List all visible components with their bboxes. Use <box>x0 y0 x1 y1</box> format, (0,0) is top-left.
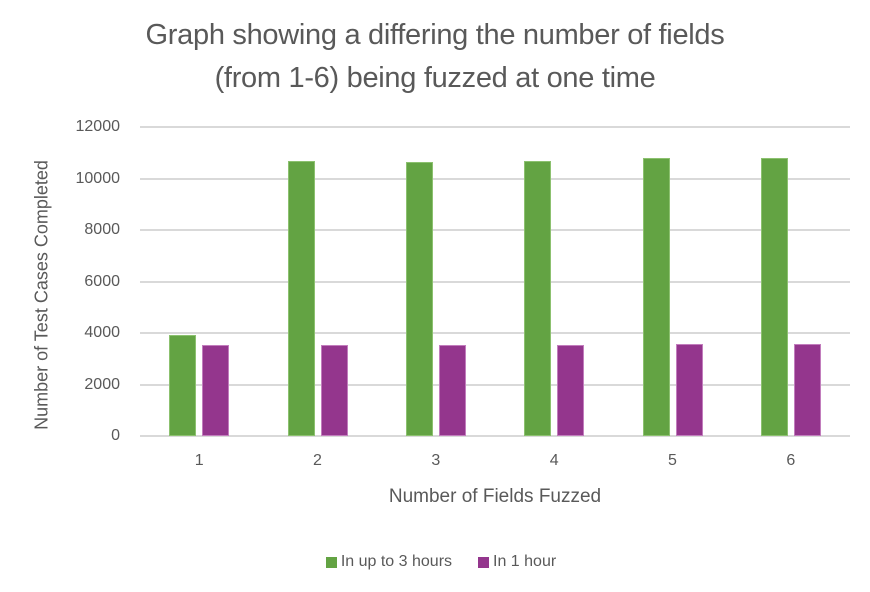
legend-swatch-icon <box>325 556 337 568</box>
x-tick-label: 3 <box>431 452 441 469</box>
bar-one-hour-6 <box>793 344 821 436</box>
bar-three-hours-4 <box>524 161 552 436</box>
bar-one-hour-4 <box>557 345 585 436</box>
y-tick-label: 2000 <box>84 375 120 393</box>
legend-label: In 1 hour <box>493 553 557 570</box>
gridline <box>140 229 850 231</box>
gridline <box>140 126 850 128</box>
legend-item: In 1 hour <box>478 553 556 571</box>
x-tick-label: 5 <box>668 452 677 469</box>
bar-three-hours-1 <box>169 335 197 436</box>
gridline <box>140 435 850 437</box>
bar-one-hour-2 <box>320 345 348 436</box>
y-tick-label: 4000 <box>84 324 120 341</box>
bar-one-hour-1 <box>202 345 230 436</box>
gridline <box>140 177 850 180</box>
gridline <box>140 280 850 283</box>
x-axis-label: Number of Fields Fuzzed <box>388 486 602 507</box>
bar-one-hour-3 <box>438 345 466 436</box>
legend-item: In up to 3 hours <box>325 553 453 571</box>
x-tick-label: 6 <box>786 452 796 469</box>
chart-title: Graph showing a differing the number of … <box>0 14 870 100</box>
bar-three-hours-6 <box>760 157 788 436</box>
y-tick-label: 6000 <box>84 272 120 290</box>
legend-swatch-icon <box>478 556 490 568</box>
bar-three-hours-3 <box>405 162 433 436</box>
gridline <box>140 383 850 386</box>
chart-title-line-1: Graph showing a differing the number of … <box>145 19 725 51</box>
bar-three-hours-5 <box>642 157 670 436</box>
x-tick-label: 1 <box>194 452 204 469</box>
y-tick-label: 8000 <box>84 221 120 238</box>
gridline <box>140 332 850 334</box>
y-tick-label: 0 <box>111 427 120 444</box>
bar-three-hours-2 <box>287 161 315 436</box>
x-tick-label: 4 <box>549 452 559 469</box>
chart-title-line-2: (from 1-6) being fuzzed at one time <box>214 62 656 94</box>
y-tick-label: 12000 <box>75 118 121 135</box>
bar-one-hour-5 <box>675 344 703 436</box>
x-tick-label: 2 <box>313 452 322 469</box>
legend-label: In up to 3 hours <box>340 553 453 570</box>
y-tick-label: 10000 <box>75 169 121 187</box>
plot-area <box>140 126 850 437</box>
legend: In up to 3 hours In 1 hour <box>0 553 870 571</box>
